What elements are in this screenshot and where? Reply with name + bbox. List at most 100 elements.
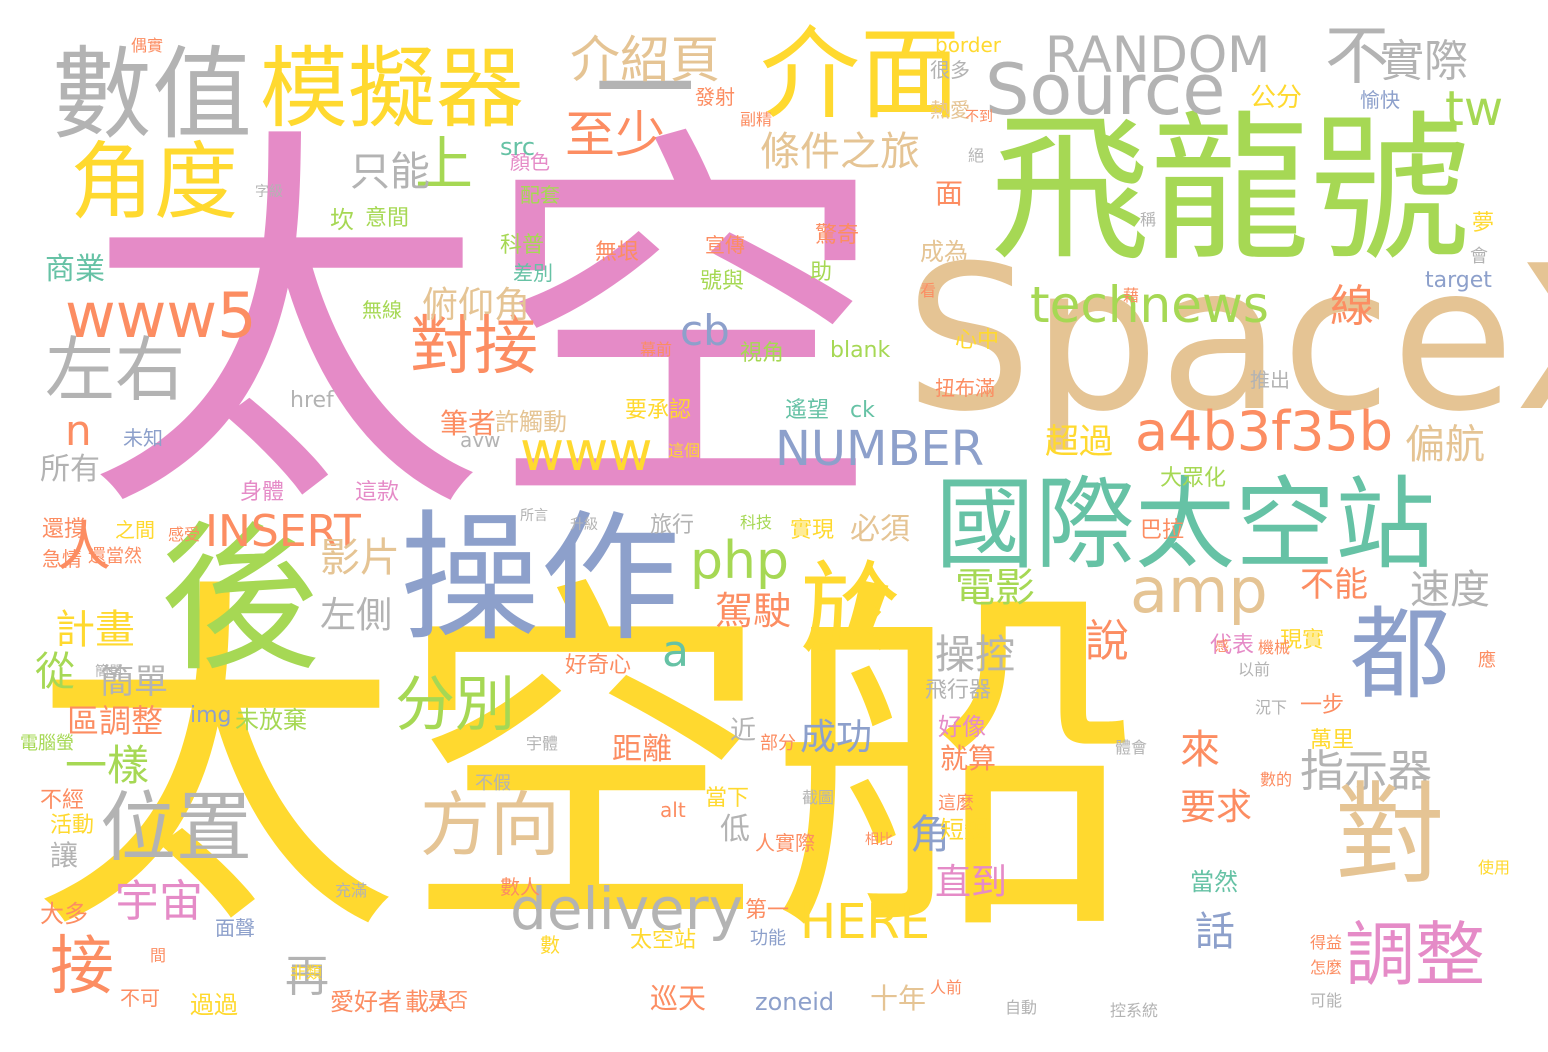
cloud-word: 號與 bbox=[700, 269, 745, 294]
cloud-word: 不經 bbox=[40, 788, 85, 813]
cloud-word: a bbox=[662, 626, 689, 677]
cloud-word: 不假 bbox=[475, 773, 511, 794]
cloud-word: 區調整 bbox=[67, 702, 164, 740]
cloud-word: 太空站 bbox=[630, 928, 697, 953]
cloud-word: 巡天 bbox=[650, 982, 707, 1015]
cloud-word: 這款 bbox=[355, 480, 400, 505]
cloud-word: 至少 bbox=[565, 106, 665, 164]
cloud-word: 不到 bbox=[965, 109, 993, 125]
cloud-word: 感 bbox=[1215, 639, 1229, 655]
cloud-word: delivery bbox=[510, 875, 743, 943]
cloud-word: 未知 bbox=[123, 426, 163, 450]
cloud-word: 急情 bbox=[42, 547, 82, 571]
cloud-word: 方向 bbox=[420, 784, 560, 866]
cloud-word: RANDOM bbox=[1045, 26, 1271, 84]
cloud-word: 人實際 bbox=[755, 831, 815, 855]
cloud-word: 商業 bbox=[45, 252, 105, 287]
cloud-word: 數 bbox=[540, 933, 560, 957]
cloud-word: 電腦螢 bbox=[20, 733, 74, 754]
cloud-word: alt bbox=[660, 798, 686, 822]
cloud-word: 還撐 bbox=[42, 517, 87, 542]
cloud-word: 一樣 bbox=[65, 741, 150, 790]
cloud-word: 自動 bbox=[1005, 998, 1038, 1017]
cloud-word: 熱愛 bbox=[930, 98, 970, 122]
cloud-word: 差別 bbox=[513, 261, 553, 285]
cloud-word: 宣傳 bbox=[705, 233, 745, 257]
cloud-word: 十年 bbox=[870, 982, 927, 1015]
cloud-word: zoneid bbox=[755, 988, 835, 1016]
cloud-word: 太空船 bbox=[30, 550, 1140, 980]
cloud-word: 來 bbox=[1180, 727, 1220, 773]
cloud-word: 會 bbox=[1470, 246, 1488, 267]
cloud-word: 很多 bbox=[930, 58, 970, 82]
cloud-word: 扭布滿 bbox=[935, 376, 995, 400]
cloud-word: 夢 bbox=[1472, 211, 1495, 236]
cloud-word: 電影 bbox=[955, 565, 1035, 611]
cloud-word: 超過 bbox=[1045, 422, 1113, 462]
cloud-word: 機械 bbox=[1258, 638, 1291, 657]
cloud-word: 升級 bbox=[570, 517, 598, 533]
cloud-word: 過過 bbox=[190, 991, 238, 1019]
cloud-word: 筆者 bbox=[440, 407, 497, 440]
cloud-word: 接 bbox=[50, 930, 114, 1004]
cloud-word: 未放棄 bbox=[235, 706, 307, 734]
cloud-word: 非類 bbox=[290, 963, 323, 982]
cloud-word: 角 bbox=[910, 812, 950, 858]
cloud-word: 大多 bbox=[40, 900, 88, 928]
cloud-word: 活動 bbox=[50, 813, 95, 838]
cloud-word: 簡單 bbox=[95, 664, 123, 680]
cloud-word: ck bbox=[850, 398, 875, 423]
cloud-word: 愛好者 bbox=[330, 988, 402, 1016]
cloud-word: 再 bbox=[285, 951, 329, 1002]
cloud-word: avw bbox=[460, 428, 501, 452]
cloud-word: a4b3f35b bbox=[1135, 400, 1394, 463]
cloud-word: 只能 bbox=[350, 149, 430, 195]
cloud-word: 飛行器 bbox=[925, 678, 992, 703]
cloud-word: 科普 bbox=[500, 233, 545, 258]
cloud-word: 條件之旅 bbox=[760, 129, 920, 175]
cloud-word: 絕 bbox=[968, 146, 985, 165]
cloud-word: 截圖 bbox=[802, 788, 835, 807]
cloud-word: 必須 bbox=[850, 512, 910, 547]
cloud-word: 好奇心 bbox=[565, 653, 632, 678]
cloud-word: border bbox=[935, 33, 1002, 57]
cloud-word: img bbox=[190, 703, 232, 728]
cloud-word: 顏色 bbox=[510, 150, 550, 174]
cloud-word: 愉快 bbox=[1360, 88, 1400, 112]
cloud-word: 駕駛 bbox=[715, 589, 792, 633]
cloud-word: NUMBER bbox=[775, 421, 985, 477]
cloud-word: 左側 bbox=[320, 595, 393, 636]
cloud-word: 況下 bbox=[1255, 698, 1288, 717]
cloud-word: 簡單 bbox=[100, 662, 168, 702]
cloud-word: 數人 bbox=[500, 875, 540, 899]
cloud-word: 感受 bbox=[168, 525, 201, 544]
cloud-word: 太空 bbox=[85, 97, 885, 562]
cloud-word: 成功 bbox=[800, 717, 873, 758]
cloud-word: 巴拉 bbox=[1140, 518, 1185, 543]
cloud-word: 上 bbox=[415, 130, 474, 198]
cloud-word: 都 bbox=[1350, 596, 1450, 713]
cloud-word: 從 bbox=[35, 649, 75, 695]
cloud-word: 代表 bbox=[1210, 633, 1255, 658]
cloud-word: 副精 bbox=[740, 110, 773, 129]
cloud-word: www5 bbox=[65, 279, 257, 352]
cloud-word: 無垠 bbox=[595, 240, 640, 265]
cloud-word: 國際太空站 bbox=[935, 466, 1435, 583]
cloud-word: 介紹頁 bbox=[570, 31, 720, 89]
cloud-word: 還當然 bbox=[88, 546, 142, 567]
cloud-word: 線 bbox=[1330, 281, 1374, 332]
cloud-word: 當下 bbox=[705, 786, 750, 811]
cloud-word: 宇宙 bbox=[115, 876, 203, 927]
cloud-word: 現實 bbox=[1280, 628, 1325, 653]
cloud-word: 不能 bbox=[1300, 565, 1368, 605]
cloud-word: 要承認 bbox=[625, 398, 692, 423]
cloud-word: 左右 bbox=[45, 329, 185, 411]
cloud-word: 數的 bbox=[1260, 770, 1293, 789]
cloud-word: 所言 bbox=[520, 508, 548, 524]
cloud-word: 大眾化 bbox=[1160, 466, 1227, 491]
cloud-word: 數值 bbox=[52, 36, 252, 153]
cloud-word: 相比 bbox=[865, 832, 893, 848]
cloud-word: 這個 bbox=[668, 441, 701, 460]
cloud-word: 短短 bbox=[940, 816, 988, 844]
cloud-word: 要求 bbox=[1180, 787, 1253, 828]
